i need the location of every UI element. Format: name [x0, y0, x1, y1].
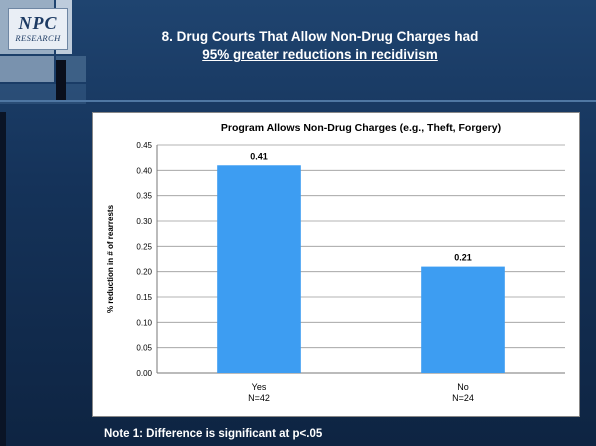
data-label: 0.41: [250, 151, 268, 161]
npc-research-logo: NPC RESEARCH: [8, 8, 68, 50]
y-tick-label: 0.30: [136, 217, 152, 226]
left-strip: [0, 112, 6, 446]
y-tick-label: 0.20: [136, 268, 152, 277]
y-tick-label: 0.40: [136, 166, 152, 175]
title-divider: [0, 100, 596, 102]
slide-title-line2: 95% greater reductions in recidivism: [202, 47, 438, 62]
slide-title: 8. Drug Courts That Allow Non-Drug Charg…: [100, 28, 540, 64]
y-tick-label: 0.10: [136, 318, 152, 327]
decorative-bar: [56, 60, 66, 100]
slide-title-line1: 8. Drug Courts That Allow Non-Drug Charg…: [161, 29, 479, 44]
data-label: 0.21: [454, 253, 472, 263]
chart-panel: Program Allows Non-Drug Charges (e.g., T…: [92, 112, 580, 417]
significance-note: Note 1: Difference is significant at p<.…: [104, 428, 323, 440]
x-tick-sample-size: N=42: [248, 393, 270, 403]
bar-no: [421, 266, 505, 373]
y-tick-label: 0.05: [136, 344, 152, 353]
y-axis-label: % reduction in # of rearrests: [106, 204, 115, 313]
x-tick-label: Yes: [252, 382, 267, 392]
x-tick-label: No: [457, 382, 469, 392]
bar-chart: Program Allows Non-Drug Charges (e.g., T…: [106, 122, 565, 403]
y-tick-label: 0.00: [136, 369, 152, 378]
logo-research-text: RESEARCH: [15, 33, 61, 43]
chart-title: Program Allows Non-Drug Charges (e.g., T…: [221, 122, 501, 134]
logo-npc-text: NPC: [18, 13, 58, 33]
x-tick-sample-size: N=24: [452, 393, 474, 403]
y-tick-label: 0.45: [136, 141, 152, 150]
y-tick-label: 0.35: [136, 192, 152, 201]
bar-yes: [217, 165, 301, 373]
y-tick-label: 0.15: [136, 293, 152, 302]
y-tick-label: 0.25: [136, 242, 152, 251]
